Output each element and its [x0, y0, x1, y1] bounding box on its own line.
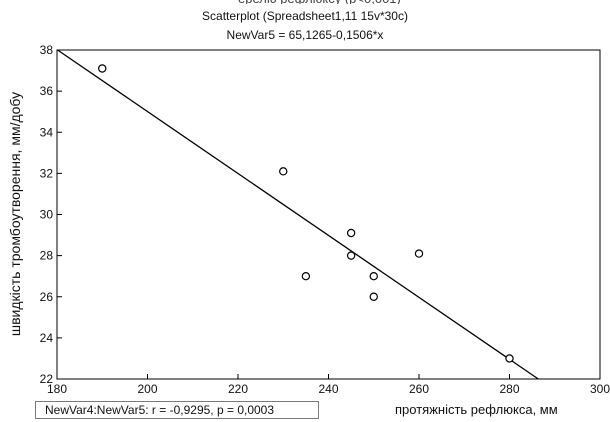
data-point — [346, 251, 356, 260]
y-tick-label: 28 — [40, 249, 54, 263]
data-point — [414, 249, 424, 258]
y-axis: 22 24 26 28 30 32 34 36 38 — [40, 43, 62, 386]
data-point — [301, 271, 311, 281]
x-tick-label: 180 — [47, 382, 67, 396]
x-tick-label: 260 — [409, 382, 429, 396]
y-axis-label: швидкість тромбоутворення, мм/добу — [7, 91, 23, 337]
y-tick-label: 32 — [40, 166, 54, 180]
x-tick-label: 280 — [499, 382, 519, 396]
y-tick-label: 34 — [40, 125, 54, 139]
data-point — [346, 228, 356, 238]
plot-frame — [56, 49, 601, 380]
correlation-stats: NewVar4:NewVar5: r = -0,9295, p = 0,0003 — [35, 401, 319, 419]
y-tick-label: 38 — [40, 43, 54, 57]
data-point — [369, 271, 378, 281]
y-tick-label: 26 — [40, 290, 54, 304]
data-points — [98, 64, 514, 363]
y-tick-label: 36 — [40, 84, 54, 98]
y-tick-label: 22 — [40, 372, 54, 386]
cropped-heading-text: ерелю рефлюксу (р<0,001) — [238, 0, 401, 4]
y-tick-label: 30 — [40, 208, 54, 222]
x-tick-label: 300 — [590, 382, 610, 396]
x-tick-label: 240 — [318, 382, 338, 396]
regression-line — [57, 49, 539, 380]
data-point — [98, 64, 107, 73]
x-axis: 180 200 220 240 260 280 300 — [47, 374, 610, 396]
y-tick-label: 24 — [40, 331, 54, 345]
data-point — [369, 292, 378, 301]
x-tick-label: 200 — [137, 382, 157, 396]
cropped-heading: ерелю рефлюксу (р<0,001) — [0, 0, 610, 4]
x-axis-label: протяжність рефлюкса, мм — [395, 402, 558, 417]
chart-subtitle: NewVar5 = 65,1265-0,1506*x — [226, 28, 384, 42]
x-tick-label: 220 — [228, 382, 248, 396]
chart-title: Scatterplot (Spreadsheet1,11 15v*30c) — [202, 9, 408, 23]
data-point — [505, 354, 514, 363]
data-point — [279, 167, 288, 176]
